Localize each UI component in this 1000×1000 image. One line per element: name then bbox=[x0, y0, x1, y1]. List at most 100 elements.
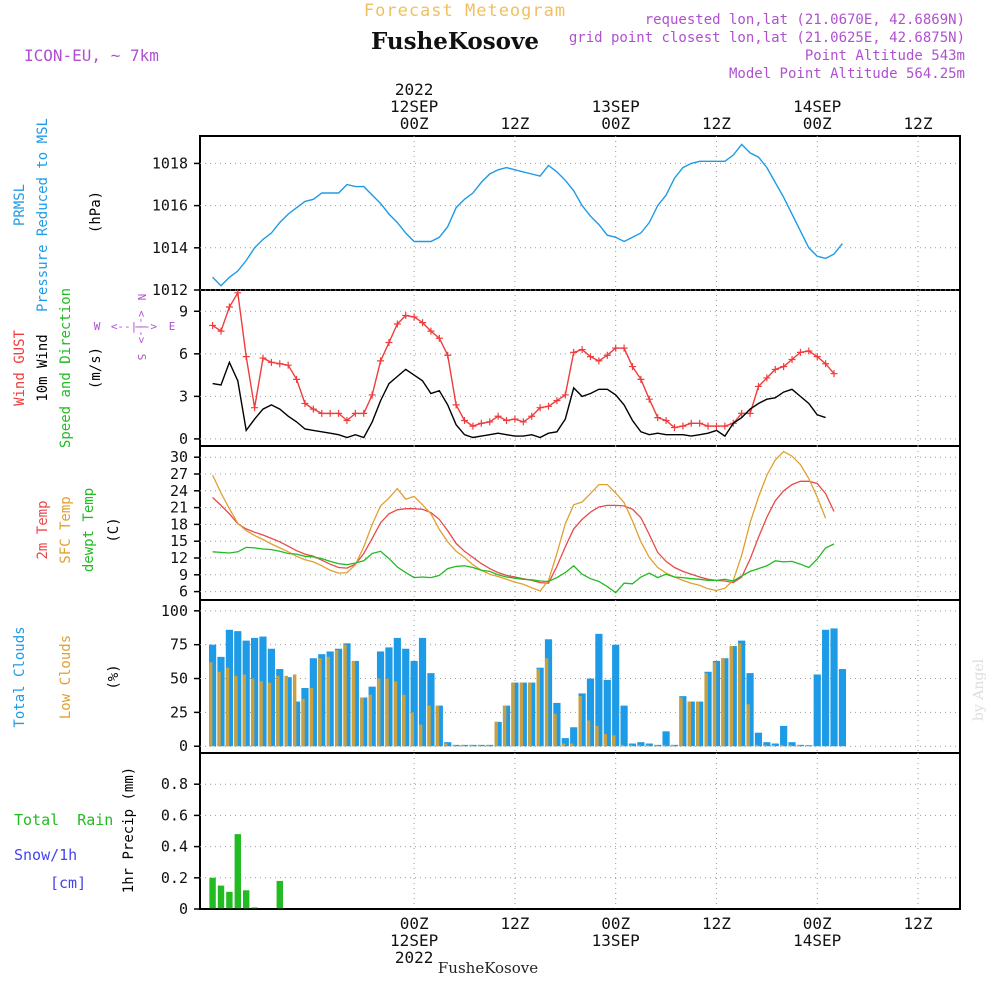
gust-point bbox=[368, 391, 376, 399]
bottom-time-label: 2022 bbox=[395, 948, 434, 967]
gust-point bbox=[586, 353, 594, 361]
pressure-unit: (hPa) bbox=[88, 191, 104, 233]
y-tick-label: 9 bbox=[179, 302, 188, 320]
total-cloud-bar bbox=[536, 667, 544, 747]
y-tick-label: 50 bbox=[170, 670, 188, 688]
rain-label: Total Rain bbox=[14, 811, 113, 829]
temp-2m-label: 2m Temp bbox=[35, 500, 51, 559]
gust-line bbox=[212, 290, 835, 429]
y-axis-ticks: 1012101410161018036969121518212427300255… bbox=[152, 154, 200, 918]
gust-point bbox=[712, 422, 720, 430]
total-cloud-bar bbox=[628, 743, 637, 747]
low-cloud-bar bbox=[528, 682, 532, 747]
total-cloud-bar bbox=[276, 669, 284, 747]
gust-point bbox=[335, 409, 343, 417]
low-cloud-bar bbox=[637, 744, 641, 747]
total-cloud-bar bbox=[477, 744, 485, 747]
total-cloud-bar bbox=[738, 640, 746, 747]
low-cloud-bar bbox=[511, 682, 515, 747]
bottom-time-label: 00Z bbox=[601, 914, 630, 933]
total-cloud-bar bbox=[830, 628, 838, 747]
total-cloud-bar bbox=[502, 705, 511, 747]
bottom-time-label: 00Z bbox=[400, 914, 429, 933]
total-cloud-bar bbox=[654, 744, 662, 747]
gust-point bbox=[503, 416, 511, 424]
pressure-label-msl: Pressure Reduced to MSL bbox=[35, 118, 51, 312]
compass-e: E bbox=[169, 320, 176, 333]
top-time-label: 13SEP bbox=[592, 97, 640, 116]
low-cloud-bar bbox=[679, 697, 683, 747]
total-cloud-bar bbox=[612, 644, 620, 747]
point-altitude: Point Altitude 543m bbox=[805, 48, 965, 64]
gust-point bbox=[721, 422, 729, 430]
gust-point bbox=[704, 422, 712, 430]
total-cloud-bar bbox=[670, 744, 679, 747]
low-cloud-bar bbox=[217, 671, 221, 747]
rain-bar bbox=[217, 885, 225, 909]
total-cloud-bar bbox=[754, 732, 763, 747]
low-cloud-bar bbox=[687, 701, 692, 747]
gust-point bbox=[410, 313, 418, 321]
gust-point bbox=[536, 404, 544, 412]
model-altitude: Model Point Altitude 564.25m bbox=[729, 66, 965, 82]
gust-point bbox=[351, 409, 359, 417]
total-cloud-bar bbox=[763, 742, 771, 747]
low-cloud-bar bbox=[544, 658, 549, 747]
low-cloud-bar bbox=[603, 734, 608, 747]
gust-point bbox=[519, 418, 527, 426]
low-cloud-bar bbox=[376, 678, 381, 747]
low-cloud-bar bbox=[670, 744, 675, 747]
gust-point bbox=[696, 419, 704, 427]
gust-point bbox=[628, 363, 636, 371]
y-tick-label: 9 bbox=[179, 566, 188, 584]
low-cloud-bar bbox=[410, 712, 414, 747]
gust-point bbox=[217, 327, 225, 335]
gust-point bbox=[385, 338, 393, 346]
t2m-line bbox=[212, 480, 835, 584]
compass-v-arrow: <-|-> bbox=[135, 310, 148, 343]
low-cloud-bar bbox=[696, 701, 700, 747]
total-cloud-bar bbox=[267, 648, 275, 747]
total-cloud-bar bbox=[788, 742, 796, 747]
low-cloud-bar bbox=[763, 744, 767, 747]
low-cloud-bar bbox=[519, 682, 524, 747]
total-cloud-bar bbox=[494, 721, 502, 747]
y-tick-label: 0.4 bbox=[161, 838, 188, 856]
credit: by Angel bbox=[971, 658, 987, 721]
gust-point bbox=[830, 370, 838, 378]
wind-unit: (m/s) bbox=[88, 347, 104, 389]
bottom-time-label: 00Z bbox=[803, 914, 832, 933]
top-time-label: 12Z bbox=[904, 114, 933, 133]
total-cloud-bar bbox=[586, 678, 595, 747]
low-cloud-bar bbox=[502, 705, 507, 747]
gust-point bbox=[620, 344, 628, 352]
rain-bar bbox=[251, 907, 258, 909]
total-cloud-bar bbox=[561, 738, 569, 747]
location-title: FusheKosove bbox=[371, 28, 539, 55]
low-cloud-bar bbox=[318, 658, 322, 747]
pressure-line bbox=[212, 143, 843, 287]
gust-point bbox=[511, 415, 519, 423]
gust-point bbox=[486, 418, 494, 426]
low-cloud-bar bbox=[334, 650, 339, 747]
gust-point bbox=[393, 320, 401, 328]
temp-sfc-label: SFC Temp bbox=[58, 496, 74, 563]
low-cloud-bar bbox=[234, 675, 238, 747]
y-tick-label: 12 bbox=[170, 549, 188, 567]
top-time-label: 14SEP bbox=[793, 97, 841, 116]
total-clouds-label: Total Clouds bbox=[12, 626, 28, 727]
y-tick-label: 24 bbox=[170, 482, 188, 500]
gust-point bbox=[477, 419, 485, 427]
low-cloud-bar bbox=[460, 744, 465, 747]
low-cloud-bar bbox=[578, 696, 582, 747]
total-cloud-bar bbox=[410, 660, 418, 747]
y-tick-label: 100 bbox=[161, 602, 188, 620]
gust-point bbox=[687, 419, 695, 427]
total-cloud-bar bbox=[805, 745, 813, 747]
gust-point bbox=[494, 412, 502, 420]
low-clouds-label: Low Clouds bbox=[58, 635, 74, 719]
total-cloud-bar bbox=[334, 648, 343, 747]
low-cloud-bar bbox=[612, 735, 616, 747]
pressure-label-prmsl: PRMSL bbox=[12, 184, 28, 226]
low-cloud-bar bbox=[628, 744, 633, 747]
